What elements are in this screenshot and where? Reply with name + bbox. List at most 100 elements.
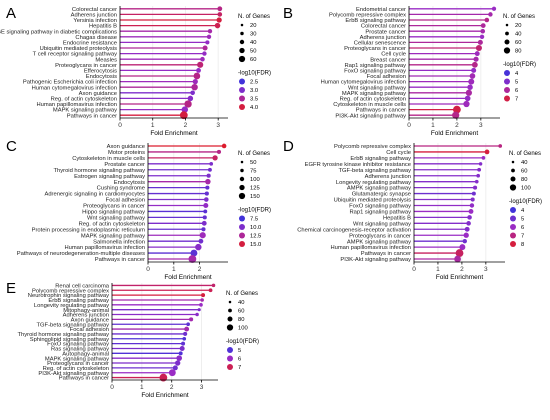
legend-size-dot (238, 55, 246, 63)
category-label: Endocytosis (86, 74, 117, 80)
lollipop-point (197, 308, 201, 312)
lollipop-point (217, 12, 223, 17)
lollipop-point (192, 78, 198, 85)
legend-color-dot (510, 241, 516, 247)
category-label: Pathways in cancer (361, 251, 411, 257)
category-label: Pathogenic Escherichia coli infection (23, 80, 117, 86)
legend-color-dot (239, 215, 245, 222)
legend-size-dot (509, 184, 517, 191)
legend-color-title: -log10(FDR) (509, 199, 542, 205)
lollipop-point (159, 373, 168, 382)
legend-size-dot (240, 160, 244, 164)
legend-color-label: 10.0 (250, 225, 261, 231)
lollipop-point (200, 298, 204, 302)
legend-color-dot (504, 87, 510, 93)
category-label: Measles (95, 57, 117, 63)
legend-size-label: 80 (515, 49, 521, 55)
legend-size-dot (239, 39, 245, 45)
lollipop-point (475, 44, 482, 52)
category-label: Salmonella infection (93, 239, 145, 245)
lollipop-point (202, 51, 207, 56)
legend-color-label: 4 (515, 71, 519, 77)
legend-color-dot (504, 70, 510, 76)
category-label: PI3K-Akt signaling pathway (335, 113, 406, 119)
x-tick-label: 0 (407, 122, 411, 129)
lollipop-point (190, 249, 198, 257)
lollipop-point (208, 288, 213, 293)
category-label: TGF-beta signaling pathway (37, 322, 110, 328)
legend-size-dot (239, 176, 245, 182)
lollipop-point (473, 185, 478, 190)
panel-label: C (6, 138, 17, 155)
lollipop-point (217, 6, 223, 12)
category-label: Renal cell carcinoma (55, 284, 110, 290)
lollipop-point (184, 326, 190, 332)
legend-size-label: 20 (250, 23, 256, 29)
panel-label: A (6, 5, 16, 22)
category-label: Pathways in cancer (95, 257, 145, 263)
category-label: Adherens junction (71, 13, 117, 19)
lollipop-point (209, 161, 214, 166)
category-label: Reg. of actin cytoskeleton (51, 97, 117, 103)
lollipop-point (474, 51, 480, 57)
legend-size-label: 100 (250, 177, 260, 183)
category-label: MAPK signaling pathway (45, 356, 109, 362)
legend-color-dot (239, 78, 245, 85)
x-tick-label: 3 (200, 384, 204, 391)
category-label: Hepatitis B (383, 215, 411, 221)
category-label: Proteoglycans in cancer (344, 46, 406, 52)
legend-size-dot (505, 31, 509, 36)
category-label: Cytoskeleton in muscle cells (72, 156, 145, 162)
lollipop-point (479, 34, 485, 40)
legend-color-dot (510, 224, 516, 230)
category-label: Endocrine resistance (63, 41, 117, 47)
x-tick-label: 2 (455, 122, 459, 129)
legend-color-dot (227, 347, 233, 353)
legend-color-label: 8 (521, 242, 524, 248)
lollipop-point (188, 255, 197, 263)
x-axis-title: Fold Enrichment (141, 392, 189, 399)
x-tick-label: 3 (479, 122, 483, 129)
category-label: Pathways in cancer (59, 376, 109, 382)
legend-color-label: 3.5 (250, 97, 258, 103)
lollipop-point (202, 45, 208, 51)
lollipop-point (459, 244, 466, 251)
category-label: Focal adhesion (106, 198, 145, 204)
lollipop-point (199, 302, 203, 307)
category-label: Wnt signaling pathway (87, 215, 145, 221)
category-label: ErbB signaling pathway (345, 18, 406, 24)
category-label: Human papillomavirus infection (330, 245, 411, 251)
panel-label: E (6, 280, 16, 297)
lollipop-point (179, 111, 188, 120)
lollipop-point (186, 322, 190, 327)
category-label: Reg. of actin cytoskeleton (43, 366, 109, 372)
legend-color-label: 12.5 (250, 234, 261, 240)
legend-color-dot (504, 78, 510, 85)
x-tick-label: 0 (118, 122, 122, 129)
category-label: Pathways of neurodegeneration-multiple d… (17, 251, 145, 257)
lollipop-point (466, 221, 471, 226)
legend-size-dot (511, 168, 515, 173)
legend-size-label: 80 (521, 177, 527, 183)
legend-size-label: 150 (250, 194, 260, 200)
category-label: Cushing syndrome (97, 186, 145, 192)
x-tick-label: 2 (460, 266, 464, 273)
legend-color-title: -log10(FDR) (238, 208, 271, 214)
category-label: Longevity regulating pathway (336, 180, 411, 186)
category-label: Adherens junction (63, 313, 109, 319)
legend-size-dot (240, 23, 244, 27)
category-label: MAPK signaling pathway (53, 108, 117, 114)
legend-size-label: 125 (250, 186, 260, 192)
category-label: Chemical carcinogenesis-receptor activat… (297, 227, 411, 233)
lollipop-point (195, 243, 202, 251)
legend-color-label: 5 (521, 217, 524, 223)
legend-color-dot (227, 355, 233, 362)
category-label: Mitophagy-animal (63, 308, 109, 314)
lollipop-point (184, 100, 192, 108)
category-label: Cytoskeleton in muscle cells (333, 102, 406, 108)
legend-size-label: 75 (250, 169, 256, 175)
x-tick-label: 1 (431, 122, 435, 129)
